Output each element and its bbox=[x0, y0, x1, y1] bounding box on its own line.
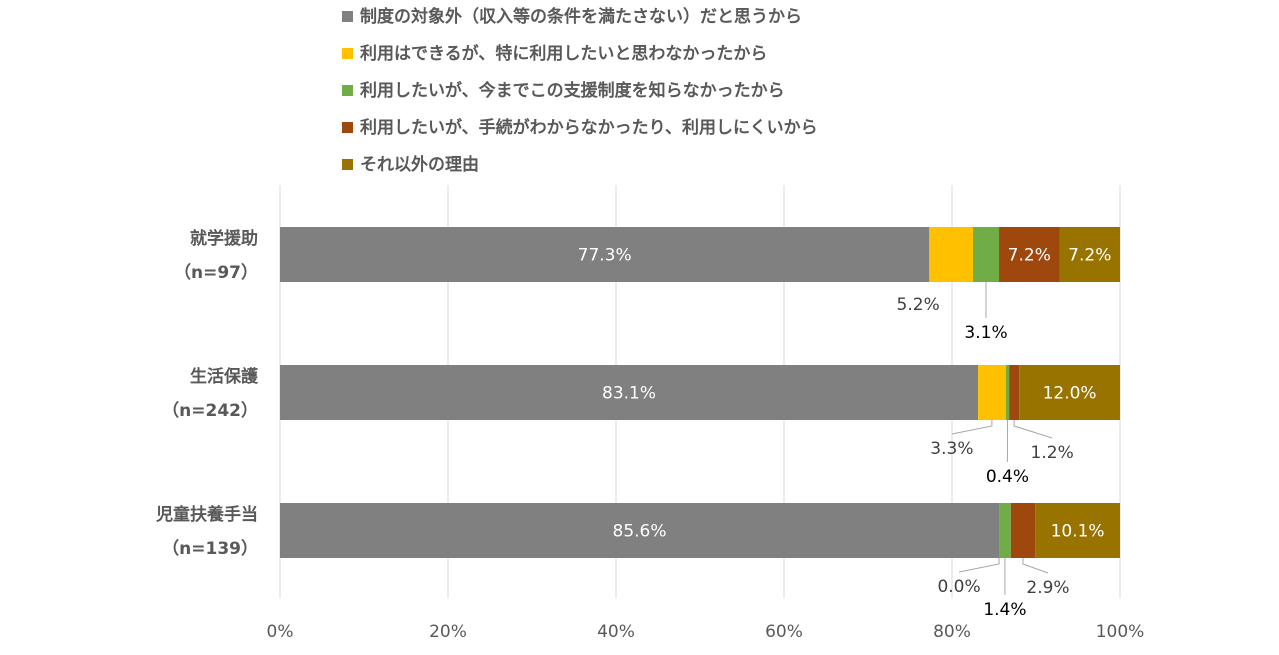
legend-label: それ以外の理由 bbox=[360, 154, 479, 175]
category-n-label: （n=97） bbox=[174, 262, 258, 283]
bar-segment bbox=[929, 227, 973, 282]
bar-segment bbox=[1009, 365, 1020, 420]
bar-segment bbox=[1035, 503, 1120, 558]
category-label: 児童扶養手当 bbox=[155, 504, 258, 525]
bar-segment bbox=[999, 227, 1060, 282]
bar-segment bbox=[999, 503, 1011, 558]
x-tick-label: 100% bbox=[1096, 622, 1145, 642]
legend-swatch bbox=[342, 11, 353, 22]
data-label: 1.4% bbox=[983, 600, 1026, 620]
category-n-label: （n=139） bbox=[162, 538, 258, 559]
data-label: 1.2% bbox=[1031, 443, 1074, 463]
x-tick-label: 60% bbox=[765, 622, 803, 642]
bar-segment bbox=[1010, 503, 1036, 558]
legend-swatch bbox=[342, 159, 353, 170]
data-label: 7.2% bbox=[1068, 246, 1111, 266]
data-label: 77.3% bbox=[578, 246, 632, 266]
leader-line bbox=[1013, 420, 1053, 439]
data-label: 85.6% bbox=[613, 522, 667, 542]
data-label: 0.0% bbox=[937, 577, 980, 597]
bar-segment bbox=[280, 227, 930, 282]
legend-label: 制度の対象外（収入等の条件を満たさない）だと思うから bbox=[360, 6, 802, 27]
x-tick-label: 80% bbox=[933, 622, 971, 642]
bar-segment bbox=[978, 365, 1006, 420]
legend-swatch bbox=[342, 122, 353, 133]
leader-line bbox=[1022, 558, 1049, 574]
data-label: 7.2% bbox=[1008, 246, 1051, 266]
leader-line bbox=[951, 420, 993, 435]
data-label: 0.4% bbox=[986, 467, 1029, 487]
data-label: 2.9% bbox=[1026, 578, 1069, 598]
legend-swatch bbox=[342, 48, 353, 59]
data-label: 5.2% bbox=[897, 295, 940, 315]
legend-label: 利用はできるが、特に利用したいと思わなかったから bbox=[360, 43, 767, 64]
x-tick-label: 20% bbox=[429, 622, 467, 642]
bar-segment bbox=[1005, 365, 1010, 420]
legend-swatch bbox=[342, 85, 353, 96]
legend-label: 利用したいが、今までこの支援制度を知らなかったから bbox=[360, 80, 785, 101]
bar-segment bbox=[280, 365, 979, 420]
bar-segment bbox=[280, 503, 1000, 558]
x-tick-label: 0% bbox=[267, 622, 294, 642]
category-n-label: （n=242） bbox=[162, 400, 258, 421]
data-label: 12.0% bbox=[1043, 384, 1097, 404]
bar-segment bbox=[1059, 227, 1120, 282]
legend-label: 利用したいが、手続がわからなかったり、利用しにくいから bbox=[360, 117, 818, 138]
bar-segment bbox=[1019, 365, 1120, 420]
data-label: 83.1% bbox=[602, 384, 656, 404]
data-label: 3.3% bbox=[930, 439, 973, 459]
leader-line bbox=[958, 558, 1000, 573]
category-label: 就学援助 bbox=[190, 228, 258, 249]
x-tick-label: 40% bbox=[597, 622, 635, 642]
data-label: 3.1% bbox=[964, 323, 1007, 343]
bar-segment bbox=[973, 227, 1000, 282]
data-label: 10.1% bbox=[1051, 522, 1105, 542]
category-label: 生活保護 bbox=[190, 366, 259, 387]
